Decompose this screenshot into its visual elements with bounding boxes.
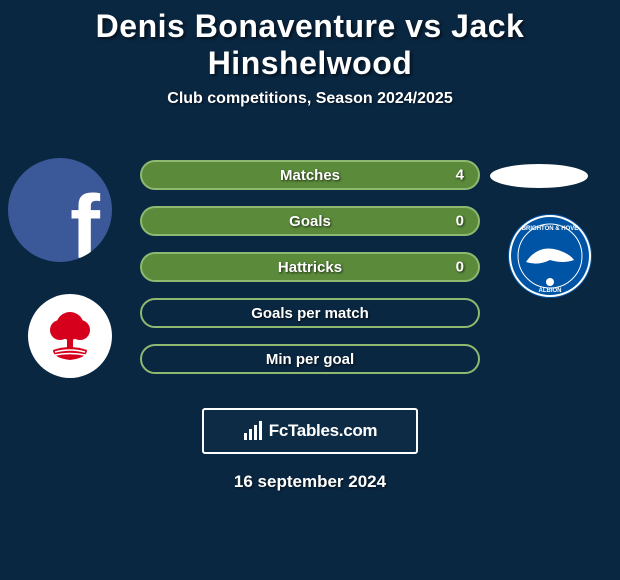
stat-value: 0 [456, 259, 464, 276]
stat-label: Min per goal [266, 351, 354, 368]
page-title: Denis Bonaventure vs Jack Hinshelwood [0, 8, 620, 82]
brighton-badge: BRIGHTON & HOVE ALBION [508, 214, 592, 298]
stat-value: 0 [456, 213, 464, 230]
subtitle: Club competitions, Season 2024/2025 [0, 90, 620, 108]
stat-bar: Goals per match [140, 298, 480, 328]
stat-label: Matches [280, 167, 340, 184]
stats-bars: Matches 4 Goals 0 Hattricks 0 Goals per … [140, 160, 480, 390]
stat-label: Goals per match [251, 305, 369, 322]
stat-row-min-per-goal: Min per goal [140, 344, 480, 374]
facebook-f-letter: f [70, 177, 100, 262]
stat-row-goals: Goals 0 [140, 206, 480, 236]
stat-bar: Goals 0 [140, 206, 480, 236]
stat-row-hattricks: Hattricks 0 [140, 252, 480, 282]
stat-bar: Hattricks 0 [140, 252, 480, 282]
infographic-container: Denis Bonaventure vs Jack Hinshelwood Cl… [0, 0, 620, 492]
right-ellipse-shape [490, 164, 588, 188]
bars-chart-icon [243, 421, 265, 441]
source-brand: FcTables.com [269, 421, 378, 441]
stat-label: Goals [289, 213, 331, 230]
svg-text:ALBION: ALBION [539, 288, 562, 294]
stat-value: 4 [456, 167, 464, 184]
source-badge: FcTables.com [202, 408, 418, 454]
stat-row-goals-per-match: Goals per match [140, 298, 480, 328]
stat-label: Hattricks [278, 259, 342, 276]
stat-row-matches: Matches 4 [140, 160, 480, 190]
forest-tree-icon [45, 308, 95, 364]
nottingham-forest-badge [28, 294, 112, 378]
brighton-seagull-icon: BRIGHTON & HOVE ALBION [508, 214, 592, 298]
stat-bar: Min per goal [140, 344, 480, 374]
facebook-icon: f [8, 158, 112, 262]
svg-text:BRIGHTON & HOVE: BRIGHTON & HOVE [522, 226, 579, 232]
date-label: 16 september 2024 [0, 472, 620, 492]
stats-zone: f BRIGHTON & HOVE ALBION [0, 138, 620, 388]
stat-bar: Matches 4 [140, 160, 480, 190]
